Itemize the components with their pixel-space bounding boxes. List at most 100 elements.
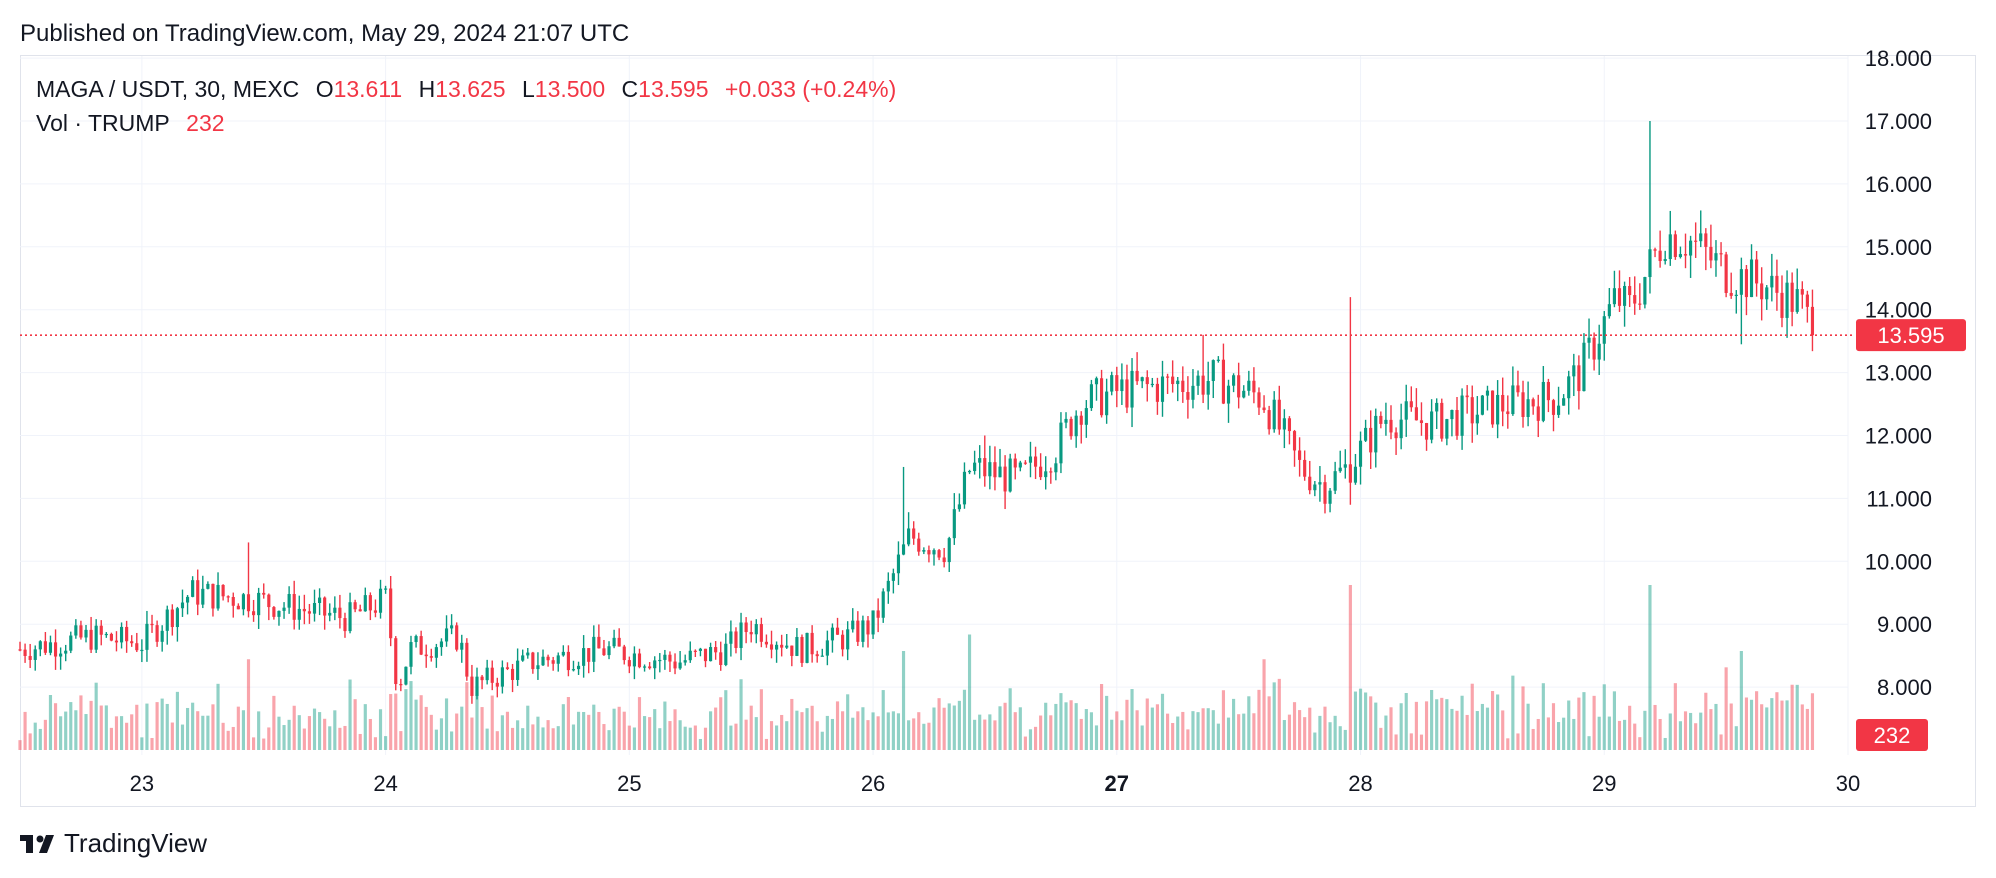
published-caption: Published on TradingView.com, May 29, 20… bbox=[20, 20, 630, 47]
volume-bar bbox=[1694, 723, 1698, 750]
volume-bar bbox=[1028, 729, 1033, 750]
volume-bar bbox=[922, 723, 926, 750]
candle-body bbox=[810, 632, 814, 655]
volume-bar bbox=[1094, 725, 1099, 750]
volume-bar bbox=[1277, 678, 1281, 750]
volume-bar bbox=[967, 634, 972, 750]
tradingview-brand[interactable]: TradingView bbox=[20, 828, 207, 859]
candle-body bbox=[1343, 464, 1347, 468]
candle-body bbox=[1546, 381, 1550, 401]
volume-bar bbox=[1739, 651, 1743, 750]
candle-body bbox=[1424, 423, 1429, 440]
volume-bar bbox=[825, 715, 829, 750]
candle-body bbox=[1323, 482, 1327, 504]
candle-body bbox=[1099, 378, 1104, 416]
candle-body bbox=[1084, 408, 1088, 425]
volume-bar bbox=[1191, 711, 1195, 750]
volume-bar bbox=[1089, 712, 1093, 750]
candle-body bbox=[312, 602, 317, 614]
volume-bar bbox=[1526, 703, 1530, 750]
volume-bar bbox=[739, 679, 743, 750]
candle-body bbox=[642, 666, 647, 668]
volume-bar bbox=[1419, 734, 1424, 750]
volume-bar bbox=[1623, 719, 1627, 750]
volume-bar bbox=[932, 707, 936, 750]
candle-body bbox=[1567, 376, 1571, 399]
candle-body bbox=[617, 637, 621, 647]
candle-body bbox=[551, 660, 555, 664]
candle-body bbox=[99, 625, 103, 635]
candle-body bbox=[612, 637, 616, 647]
volume-bar bbox=[785, 721, 789, 750]
candle-body bbox=[556, 655, 560, 664]
legend-high-value: 13.625 bbox=[435, 76, 506, 102]
candle-body bbox=[851, 620, 855, 630]
candle-body bbox=[287, 594, 291, 608]
candle-body bbox=[1755, 259, 1759, 284]
volume-bar bbox=[881, 690, 885, 750]
candle-body bbox=[1470, 397, 1474, 424]
volume-bar bbox=[252, 737, 256, 750]
candle-body bbox=[1049, 471, 1053, 473]
legend-symbol: MAGA / USDT, 30, MEXC bbox=[36, 76, 300, 102]
volume-bar bbox=[1450, 708, 1454, 750]
volume-bar bbox=[983, 719, 987, 750]
volume-bar bbox=[1150, 707, 1154, 750]
candle-body bbox=[465, 642, 469, 677]
volume-bar bbox=[1663, 737, 1667, 750]
volume-bar bbox=[1501, 710, 1505, 750]
candle-body bbox=[881, 591, 885, 618]
volume-bar bbox=[820, 731, 824, 750]
volume-bar bbox=[1069, 700, 1073, 750]
candle-body bbox=[267, 594, 271, 608]
volume-bar bbox=[170, 722, 174, 750]
volume-bar bbox=[1800, 704, 1804, 750]
volume-bar bbox=[536, 716, 540, 750]
candle-body bbox=[79, 625, 83, 638]
volume-bar bbox=[653, 709, 657, 750]
candle-body bbox=[384, 588, 388, 590]
volume-bar bbox=[1196, 712, 1200, 750]
candle-body bbox=[1409, 401, 1413, 408]
candle-body bbox=[1333, 471, 1337, 491]
candle-body bbox=[140, 649, 144, 652]
volume-bar bbox=[576, 711, 581, 750]
volume-bar bbox=[1105, 695, 1109, 750]
candle-body bbox=[780, 644, 784, 648]
chart-frame[interactable] bbox=[20, 55, 1976, 807]
volume-bar bbox=[155, 702, 159, 750]
candle-body bbox=[1282, 418, 1286, 430]
candle-body bbox=[33, 649, 37, 660]
price-tick-label: 17.000 bbox=[1865, 109, 1932, 134]
volume-bar bbox=[79, 695, 83, 750]
candle-body bbox=[1023, 462, 1027, 464]
candle-body bbox=[43, 641, 47, 653]
volume-bar bbox=[201, 715, 205, 750]
candle-body bbox=[1252, 380, 1256, 393]
volume-bar bbox=[709, 711, 713, 750]
candle-body bbox=[861, 620, 865, 642]
volume-bar bbox=[1597, 716, 1601, 750]
legend-open-value: 13.611 bbox=[333, 76, 403, 102]
volume-bar bbox=[1470, 683, 1474, 750]
candle-body bbox=[252, 611, 256, 616]
candle-body bbox=[434, 647, 438, 658]
volume-bar bbox=[485, 728, 489, 750]
volume-bar bbox=[927, 722, 931, 750]
candle-body bbox=[830, 627, 835, 641]
candle-body bbox=[1582, 342, 1586, 392]
volume-bar bbox=[1353, 691, 1358, 750]
candle-body bbox=[89, 629, 93, 650]
volume-bar bbox=[323, 718, 327, 750]
candle-body bbox=[1678, 254, 1683, 258]
candle-body bbox=[1440, 402, 1444, 439]
volume-bar bbox=[490, 695, 494, 750]
volume-bar bbox=[1699, 712, 1703, 750]
candle-body bbox=[1775, 275, 1779, 293]
volume-bar bbox=[338, 727, 342, 750]
volume-bar bbox=[962, 689, 967, 750]
candle-body bbox=[912, 528, 916, 539]
volume-bar bbox=[627, 725, 631, 750]
candle-body bbox=[1744, 269, 1749, 298]
